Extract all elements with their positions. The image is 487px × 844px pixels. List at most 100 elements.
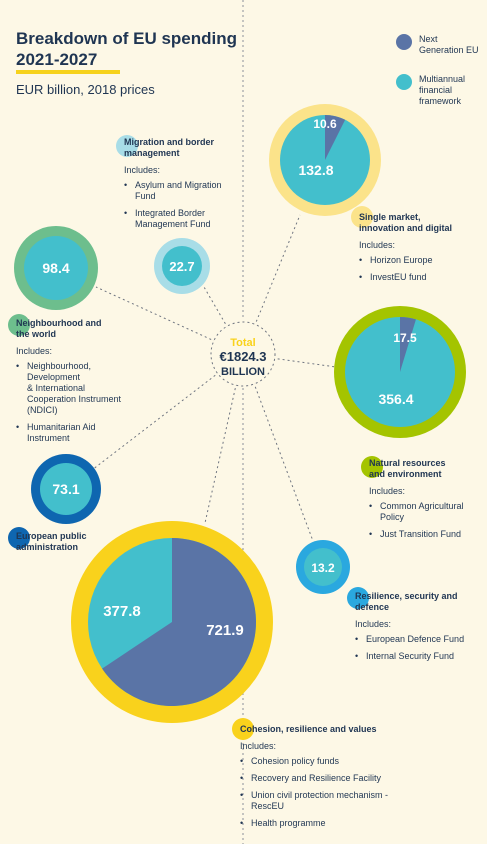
category-title: Neighbourhood and the world xyxy=(16,318,166,340)
includes-item-line: & International xyxy=(27,383,86,393)
category-title-line: Single market, xyxy=(359,212,421,222)
legend-label-ngeu-line-1: Next xyxy=(419,34,438,44)
includes-item-line: Integrated Border xyxy=(135,208,206,218)
includes-item: Cohesion policy funds xyxy=(240,756,440,767)
label-ngeu-single-market: 10.6 xyxy=(313,117,337,131)
category-title: Natural resources and environment xyxy=(369,458,481,480)
includes-list: Horizon Europe InvestEU fund xyxy=(359,255,481,283)
title-line-1: Breakdown of EU spending xyxy=(16,29,238,48)
category-title-line: management xyxy=(124,148,180,158)
legend-label-mff-line-3: framework xyxy=(419,96,462,106)
category-title-line: the world xyxy=(16,329,56,339)
includes-item-line: Recovery and Resilience Facility xyxy=(251,773,382,783)
category-title-line: and environment xyxy=(369,469,442,479)
bubble-ngeu-cohesion xyxy=(102,538,256,706)
includes-item-line: Health programme xyxy=(251,818,326,828)
category-title-line: Migration and border xyxy=(124,137,214,147)
label-mff-admin: 73.1 xyxy=(52,481,79,497)
migration-badge xyxy=(116,135,138,157)
includes-item-line: (NDICI) xyxy=(27,405,58,415)
chart-subtitle: EUR billion, 2018 prices xyxy=(16,82,155,97)
legend-label-mff-line-1: Multiannual xyxy=(419,74,466,84)
includes-item-line: European Defence Fund xyxy=(366,634,465,644)
includes-item-line: InvestEU fund xyxy=(370,272,427,282)
cohesion-badge xyxy=(232,718,254,740)
legend-label-mff-line-2: financial xyxy=(419,85,453,95)
includes-item-line: RescEU xyxy=(251,801,285,811)
category-text: Single market, innovation and digital Incl… xyxy=(359,212,481,283)
total-value: €1824.3 xyxy=(220,349,267,364)
label-ngeu-natural: 17.5 xyxy=(393,331,417,345)
includes-item-line: Just Transition Fund xyxy=(380,529,462,539)
bubble-ngeu-single_market xyxy=(325,115,346,160)
label-mff-single-market: 132.8 xyxy=(298,162,333,178)
includes-item: Neighbourhood,Development& International… xyxy=(16,361,166,416)
bubble-ngeu-natural xyxy=(400,317,416,372)
category-title: Cohesion, resilience and values xyxy=(240,724,440,735)
includes-item-line: Management Fund xyxy=(135,219,211,229)
resilience-badge xyxy=(347,587,369,609)
title-underline xyxy=(16,70,120,74)
legend-label-ngeu-line-2: Generation EU xyxy=(419,45,479,55)
includes-list: European Defence Fund Internal Security F… xyxy=(355,634,483,662)
bubble-mff-migration xyxy=(162,246,202,286)
category-text: Cohesion, resilience and values Includes:… xyxy=(240,724,440,829)
legend-item-ngeu: Next Generation EU xyxy=(396,34,479,56)
includes-item-line: Cooperation Instrument xyxy=(27,394,122,404)
includes-list: Neighbourhood,Development& International… xyxy=(16,361,166,444)
includes-item: Health programme xyxy=(240,818,440,829)
includes-label: Includes: xyxy=(16,346,53,356)
includes-item-line: Policy xyxy=(380,512,405,522)
includes-item: European Defence Fund xyxy=(355,634,483,645)
includes-item-line: Instrument xyxy=(27,433,70,443)
category-text: Resilience, security and defence Includes:… xyxy=(355,591,483,662)
label-mff-neighbourhood: 98.4 xyxy=(42,260,69,276)
includes-list: Cohesion policy funds Recovery and Resili… xyxy=(240,756,440,829)
category-natural-resources: Natural resources and environment Includes… xyxy=(361,456,481,546)
includes-item-line: Neighbourhood, xyxy=(27,361,92,371)
legend-item-mff: Multiannual financial framework xyxy=(396,74,465,107)
includes-item: Union civil protection mechanism -RescEU xyxy=(240,790,440,812)
includes-item-line: Common Agricultural xyxy=(380,501,464,511)
includes-item: InvestEU fund xyxy=(359,272,481,283)
legend-label-mff: Multiannual financial framework xyxy=(419,74,465,107)
title-line-2: 2021-2027 xyxy=(16,50,98,69)
label-mff-migration: 22.7 xyxy=(169,259,194,274)
chart-title: Breakdown of EU spending 2021-2027 xyxy=(16,28,276,70)
category-title-line: innovation and digital xyxy=(359,223,452,233)
legend-swatch-ngeu xyxy=(396,34,412,50)
includes-item: Horizon Europe xyxy=(359,255,481,266)
category-title: Migration and border management xyxy=(124,137,264,159)
includes-item: Just Transition Fund xyxy=(369,529,481,540)
includes-item-line: Asylum and Migration xyxy=(135,180,222,190)
category-cohesion: Cohesion, resilience and values Includes:… xyxy=(232,718,440,835)
includes-item: Recovery and Resilience Facility xyxy=(240,773,440,784)
admin-badge xyxy=(8,527,30,549)
category-public-administration: European public administration xyxy=(8,527,136,553)
neighbourhood-badge xyxy=(8,314,30,336)
label-mff-cohesion: 377.8 xyxy=(103,603,141,620)
total-unit: BILLION xyxy=(221,366,265,378)
single-market-badge xyxy=(351,206,373,228)
connector-resilience xyxy=(242,353,314,542)
includes-item-line: Development xyxy=(27,372,81,382)
includes-label: Includes: xyxy=(240,741,277,751)
category-resilience: Resilience, security and defence Includes:… xyxy=(347,587,483,668)
bubble-mff-admin xyxy=(40,463,92,515)
category-title-line: Cohesion, resilience and values xyxy=(240,724,377,734)
category-title-line: defence xyxy=(355,602,390,612)
natural-badge xyxy=(361,456,383,478)
includes-label: Includes: xyxy=(124,165,161,175)
category-title-line: Natural resources xyxy=(369,458,446,468)
category-title-line: European public xyxy=(16,531,87,541)
includes-label: Includes: xyxy=(369,486,406,496)
includes-item-line: Horizon Europe xyxy=(370,255,433,265)
